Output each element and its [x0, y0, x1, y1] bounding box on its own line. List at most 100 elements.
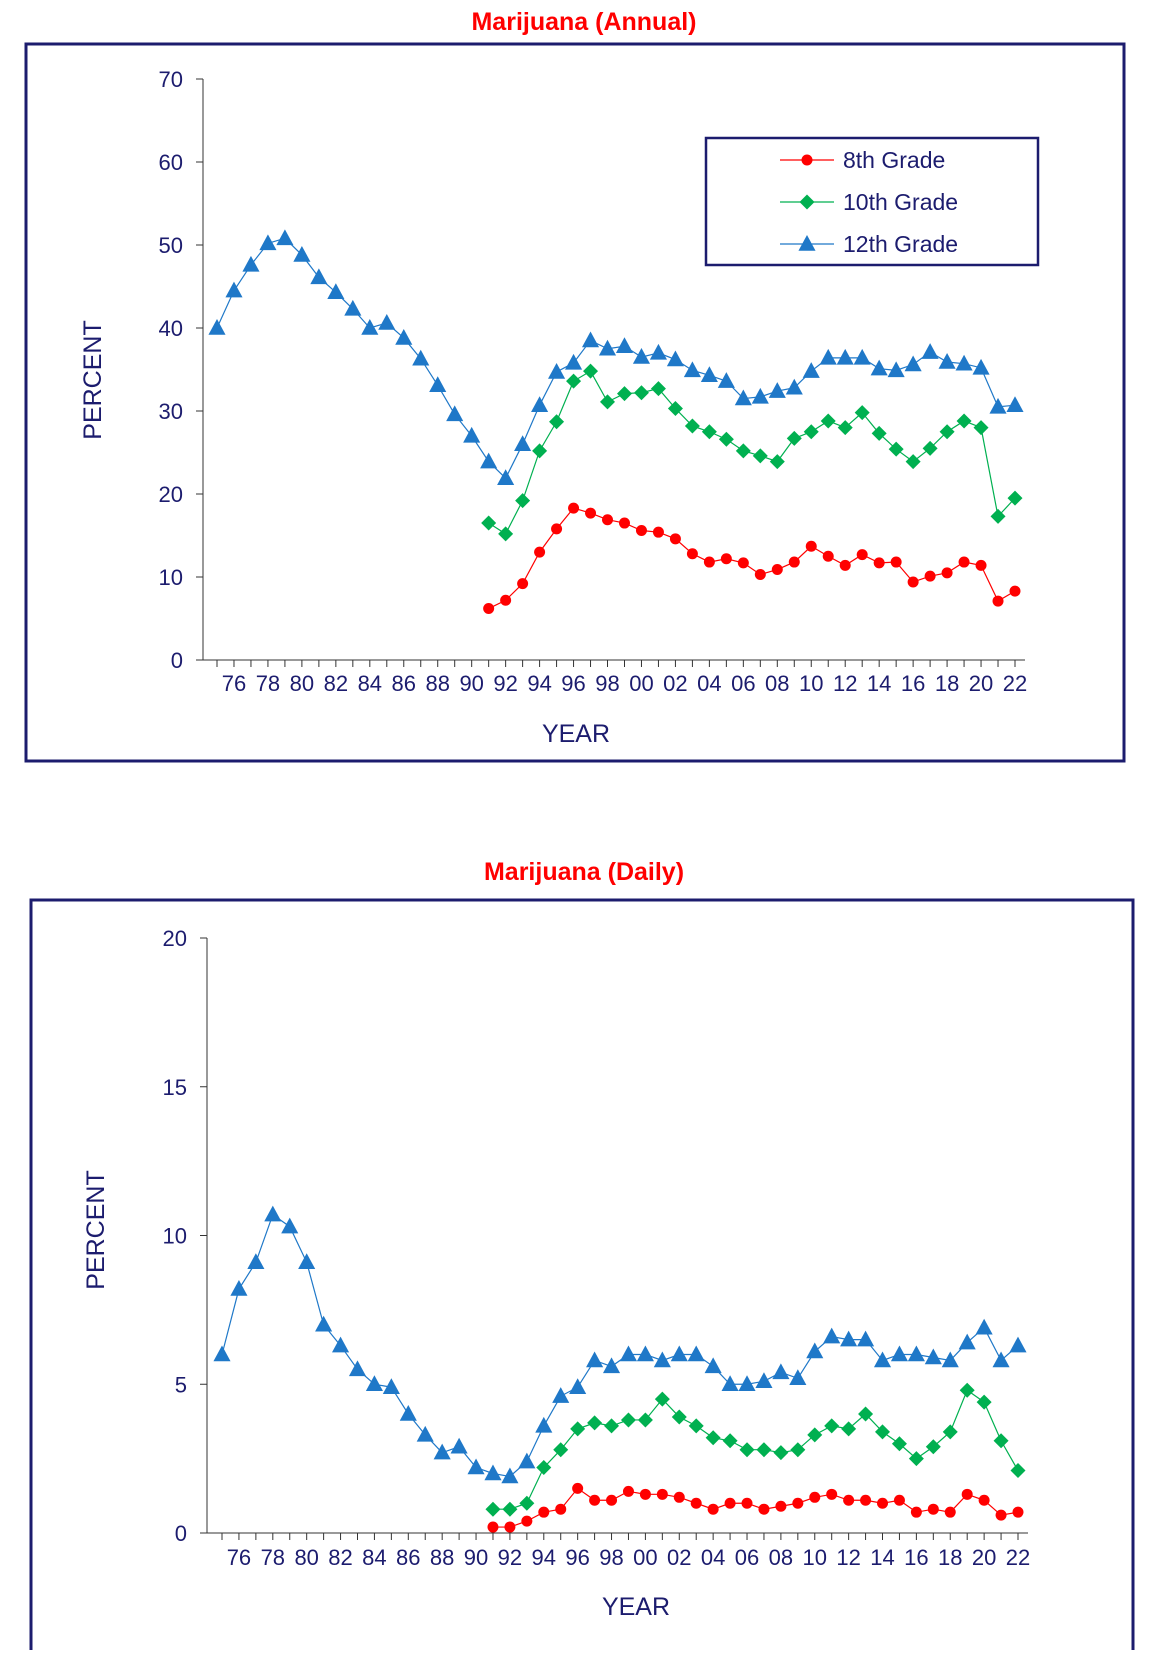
- data-point: [751, 387, 769, 404]
- x-tick-label: 82: [328, 1545, 352, 1570]
- x-tick-label: 12: [836, 1545, 860, 1570]
- data-point: [416, 1425, 434, 1442]
- data-point: [412, 349, 430, 366]
- data-point: [497, 469, 515, 485]
- data-point: [1009, 585, 1021, 597]
- data-point: [890, 556, 902, 568]
- data-point: [701, 424, 717, 440]
- x-tick-label: 18: [938, 1545, 962, 1570]
- data-point: [687, 1345, 705, 1362]
- x-tick-label: 92: [498, 1545, 522, 1570]
- legend-label: 10th Grade: [843, 189, 958, 215]
- data-point: [652, 526, 664, 538]
- data-point: [399, 1405, 417, 1421]
- data-point: [583, 363, 599, 379]
- data-point: [348, 1360, 367, 1377]
- data-point: [905, 454, 921, 470]
- data-point: [514, 435, 532, 451]
- data-point: [823, 1327, 841, 1344]
- x-tick-label: 96: [561, 671, 585, 696]
- data-point: [635, 525, 647, 537]
- y-tick-label: 10: [163, 1224, 187, 1249]
- data-point: [281, 1217, 299, 1234]
- data-point: [995, 1509, 1007, 1521]
- series-line: [216, 237, 1016, 480]
- data-point: [684, 418, 700, 434]
- data-point: [686, 548, 698, 560]
- data-point: [840, 1330, 858, 1347]
- data-point: [854, 405, 870, 421]
- data-point: [907, 1345, 925, 1362]
- data-point: [837, 420, 853, 436]
- data-point: [752, 448, 768, 464]
- x-tick-label: 04: [697, 671, 721, 696]
- data-point: [856, 549, 868, 561]
- data-point: [820, 413, 836, 429]
- y-tick-label: 0: [175, 1521, 187, 1546]
- data-point: [938, 353, 956, 369]
- data-point: [606, 1494, 618, 1506]
- x-tick-label: 08: [765, 671, 789, 696]
- data-point: [741, 1497, 753, 1509]
- data-point: [566, 373, 582, 389]
- data-point: [1007, 490, 1023, 506]
- data-point: [535, 1416, 553, 1433]
- series-12th-grade: [208, 229, 1024, 485]
- x-tick-label: 16: [904, 1545, 928, 1570]
- x-tick-label: 94: [532, 1545, 556, 1570]
- x-tick-label: 76: [222, 671, 246, 696]
- data-point: [382, 1378, 400, 1394]
- x-tick-label: 02: [667, 1545, 691, 1570]
- data-point: [888, 441, 904, 457]
- x-tick-label: 20: [972, 1545, 996, 1570]
- data-point: [553, 1442, 569, 1458]
- y-tick-label: 20: [159, 482, 183, 507]
- data-point: [768, 382, 786, 398]
- y-tick-label: 20: [163, 926, 187, 951]
- data-point: [860, 1494, 872, 1506]
- data-point: [604, 1418, 620, 1434]
- data-point: [976, 1394, 992, 1410]
- y-tick-label: 60: [159, 150, 183, 175]
- data-point: [500, 594, 512, 606]
- y-tick-label: 40: [159, 316, 183, 341]
- data-point: [718, 431, 734, 447]
- data-point: [569, 1378, 587, 1394]
- data-point: [555, 1503, 567, 1515]
- data-point: [632, 348, 651, 364]
- data-point: [315, 1315, 333, 1332]
- x-tick-label: 80: [294, 1545, 318, 1570]
- data-point: [650, 381, 666, 397]
- data-point: [568, 502, 580, 514]
- data-point: [484, 1464, 502, 1481]
- y-tick-label: 30: [159, 399, 183, 424]
- x-tick-label: 86: [392, 671, 416, 696]
- data-point: [378, 314, 396, 330]
- x-tick-label: 82: [324, 671, 348, 696]
- data-point: [618, 517, 630, 529]
- x-tick-label: 02: [663, 671, 687, 696]
- x-tick-label: 06: [735, 1545, 759, 1570]
- data-point: [480, 452, 498, 469]
- data-point: [873, 1351, 892, 1368]
- x-tick-label: 18: [935, 671, 959, 696]
- y-axis-label: PERCENT: [82, 1170, 110, 1289]
- data-point: [758, 1503, 770, 1515]
- data-point: [538, 1506, 550, 1518]
- data-point: [633, 385, 649, 401]
- chart-title-daily: Marijuana (Daily): [483, 858, 685, 886]
- data-point: [754, 569, 766, 581]
- data-point: [822, 550, 834, 562]
- x-tick-label: 04: [701, 1545, 725, 1570]
- data-point: [875, 1424, 891, 1440]
- data-point: [585, 507, 597, 519]
- data-point: [483, 603, 495, 615]
- data-point: [891, 1436, 907, 1452]
- data-point: [247, 1253, 265, 1270]
- data-point: [839, 559, 851, 571]
- data-point: [955, 354, 973, 371]
- x-axis-label: YEAR: [542, 720, 610, 748]
- data-point: [521, 1515, 533, 1527]
- data-point: [519, 1495, 535, 1511]
- data-point: [805, 540, 817, 552]
